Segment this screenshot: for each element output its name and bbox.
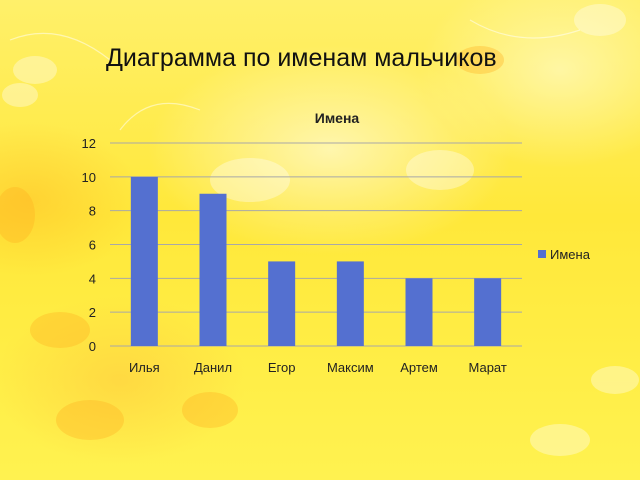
x-tick-label: Артем bbox=[400, 360, 438, 375]
x-tick-label: Максим bbox=[327, 360, 374, 375]
legend-label: Имена bbox=[550, 247, 591, 262]
y-axis-ticks: 0 2 4 6 8 10 12 bbox=[82, 136, 96, 354]
bars bbox=[130, 176, 502, 346]
y-tick-label: 12 bbox=[82, 136, 96, 151]
bar bbox=[268, 261, 296, 346]
x-axis-ticks: Илья Данил Егор Максим Артем Марат bbox=[129, 360, 507, 375]
x-tick-label: Данил bbox=[194, 360, 232, 375]
bar bbox=[474, 278, 502, 346]
y-tick-label: 0 bbox=[89, 339, 96, 354]
slide-title: Диаграмма по именам мальчиков bbox=[106, 44, 497, 72]
gridlines bbox=[110, 142, 522, 347]
legend-swatch bbox=[538, 250, 546, 258]
bar bbox=[405, 278, 433, 346]
y-tick-label: 10 bbox=[82, 170, 96, 185]
bar bbox=[336, 261, 364, 346]
y-tick-label: 2 bbox=[89, 305, 96, 320]
legend: Имена bbox=[538, 247, 591, 262]
y-tick-label: 4 bbox=[89, 271, 96, 286]
x-tick-label: Егор bbox=[268, 360, 296, 375]
bar bbox=[199, 193, 227, 346]
x-tick-label: Марат bbox=[468, 360, 506, 375]
bar bbox=[130, 176, 158, 346]
y-tick-label: 8 bbox=[89, 204, 96, 219]
x-tick-label: Илья bbox=[129, 360, 160, 375]
y-tick-label: 6 bbox=[89, 238, 96, 253]
chart-title: Имена bbox=[315, 110, 360, 126]
